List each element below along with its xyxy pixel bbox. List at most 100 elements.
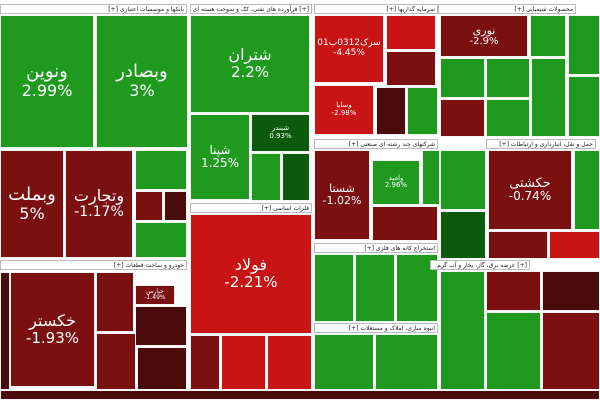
stock-tile-small[interactable] [440, 150, 486, 210]
stock-tile[interactable]: فولاد -2.21% [190, 214, 312, 334]
stock-tile-small[interactable] [542, 271, 600, 311]
stock-change-percent: -0.74% [508, 189, 552, 204]
stock-tile-small[interactable] [376, 87, 406, 135]
sector-header[interactable]: [+] فرآورده های نفتی، کک و سوخت هسته ای [190, 4, 312, 14]
stock-tile-small[interactable] [221, 335, 266, 390]
stock-symbol: وبصادر [116, 61, 168, 83]
stock-symbol: سرک0312ب01 [317, 38, 381, 49]
stock-change-percent: -4.45% [333, 47, 365, 58]
stock-tile-small[interactable] [486, 312, 541, 390]
stock-tile[interactable]: وتجارت -1.17% [65, 150, 133, 258]
stock-tile-small[interactable] [135, 306, 187, 346]
sector-header[interactable]: خودرو و ساخت قطعات [+] [0, 260, 187, 270]
stock-symbol: خپارس [146, 287, 164, 295]
stock-tile[interactable]: خکستر -1.93% [10, 272, 95, 387]
sector-header[interactable]: استخراج کانه های فلزی [+] [314, 243, 438, 253]
stock-change-percent: -1.02% [322, 193, 362, 207]
stock-tile[interactable]: سرک0312ب01 -4.45% [314, 15, 384, 83]
stock-tile-small[interactable] [135, 150, 187, 190]
stock-tile-small[interactable] [164, 191, 187, 221]
stock-symbol: شپنا [209, 143, 231, 158]
stock-tile-small[interactable] [530, 15, 566, 57]
stock-tile-small[interactable] [486, 58, 530, 98]
stock-tile-small[interactable] [375, 334, 438, 390]
stock-tile[interactable]: وبملت 5% [0, 150, 64, 258]
stock-tile[interactable]: خپارس -1.49% [135, 285, 175, 305]
stock-symbol: وبملت [8, 183, 56, 205]
stock-symbol: حکشتی [509, 175, 551, 191]
sector-header[interactable]: شرکتهای چند رشته ای صنعتی [+] [314, 139, 438, 149]
stock-tile[interactable]: شبندر 0.93% [251, 114, 310, 152]
stock-symbol: خکستر [29, 310, 76, 330]
stock-tile[interactable]: ونوین 2.99% [0, 15, 94, 148]
stock-tile-small[interactable] [314, 334, 374, 390]
stock-tile-small[interactable] [251, 153, 281, 201]
stock-change-percent: -2.9% [469, 36, 499, 48]
stock-change-percent: 2.2% [230, 63, 270, 82]
sector-header[interactable]: حمل و نقل، انبارداری و ارتباطات [+] [486, 139, 596, 149]
stock-tile[interactable]: وامید 2.96% [372, 160, 420, 205]
stock-tile-small[interactable] [422, 150, 440, 205]
stock-symbol: فولاد [234, 255, 268, 275]
stock-change-percent: -1.49% [144, 293, 166, 301]
stock-symbol: ونوین [26, 61, 68, 83]
stock-symbol: وتجارت [73, 185, 125, 205]
stock-tile[interactable]: نوری -2.9% [440, 15, 528, 57]
stock-tile-small[interactable] [486, 99, 530, 137]
stock-tile-small[interactable] [440, 58, 485, 98]
stock-tile-small[interactable] [355, 254, 395, 322]
stock-tile-small[interactable] [0, 390, 600, 400]
sector-header[interactable]: محصولات شیمیایی [+] [438, 4, 576, 14]
stock-tile-small[interactable] [568, 15, 600, 75]
stock-tile-small[interactable] [267, 335, 312, 390]
stock-tile-small[interactable] [407, 87, 438, 135]
stock-tile-small[interactable] [574, 150, 600, 230]
stock-change-percent: 2.96% [384, 181, 408, 190]
stock-tile-small[interactable] [488, 231, 548, 259]
stock-tile-small[interactable] [282, 153, 310, 201]
stock-tile-small[interactable] [486, 271, 541, 311]
sector-header[interactable]: انبوه سازی، املاک و مستغلات [+] [314, 323, 438, 333]
stock-symbol: وامید [388, 173, 404, 182]
stock-tile-small[interactable] [386, 51, 436, 86]
stock-tile-small[interactable] [96, 333, 136, 390]
stock-tile-small[interactable] [96, 272, 134, 332]
stock-change-percent: 2.99% [21, 81, 73, 101]
stock-change-percent: 1.25% [200, 155, 240, 170]
stock-change-percent: 5% [19, 203, 45, 223]
stock-tile[interactable]: حکشتی -0.74% [488, 150, 572, 230]
stock-symbol: شبندر [271, 124, 290, 133]
stock-tile-small[interactable] [542, 312, 600, 390]
stock-symbol: شستا [329, 182, 355, 196]
stock-tile-small[interactable] [314, 254, 354, 322]
stock-change-percent: 0.93% [269, 131, 292, 140]
sector-header[interactable]: فلزات اساسی [+] [190, 203, 312, 213]
stock-symbol: نوری [472, 23, 496, 37]
stock-tile-small[interactable] [372, 206, 438, 241]
sector-header[interactable]: بانکها و موسسات اعتباری [+] [0, 4, 187, 14]
stock-tile-small[interactable] [386, 15, 436, 50]
stock-change-percent: -1.93% [25, 328, 80, 347]
stock-tile-small[interactable] [568, 76, 600, 137]
stock-tile[interactable]: شپنا 1.25% [190, 114, 250, 200]
stock-tile-small[interactable] [440, 211, 486, 259]
stock-tile-small[interactable] [135, 222, 187, 258]
stock-tile-small[interactable] [440, 99, 485, 137]
stock-tile-small[interactable] [440, 271, 485, 390]
stock-tile-small[interactable] [135, 191, 163, 221]
sector-header[interactable]: [+] عرضه برق، گاز، بخار و آب گرم [430, 260, 530, 270]
stock-tile-small[interactable] [137, 347, 187, 390]
stock-tile-small[interactable] [0, 272, 10, 390]
sector-header[interactable]: سرمایه گذاریها [+] [314, 4, 438, 14]
stock-tile-small[interactable] [190, 335, 220, 390]
stock-tile[interactable]: وساپا -2.98% [314, 85, 374, 135]
stock-tile[interactable]: شتران 2.2% [190, 15, 310, 113]
stock-symbol: شتران [228, 45, 272, 65]
stock-tile-small[interactable] [549, 231, 600, 259]
stock-change-percent: -1.17% [74, 203, 124, 220]
stock-tile[interactable]: شستا -1.02% [314, 150, 370, 240]
stock-tile[interactable]: وبصادر 3% [96, 15, 188, 148]
stock-tile-small[interactable] [531, 58, 566, 137]
stock-change-percent: -2.21% [224, 273, 278, 292]
